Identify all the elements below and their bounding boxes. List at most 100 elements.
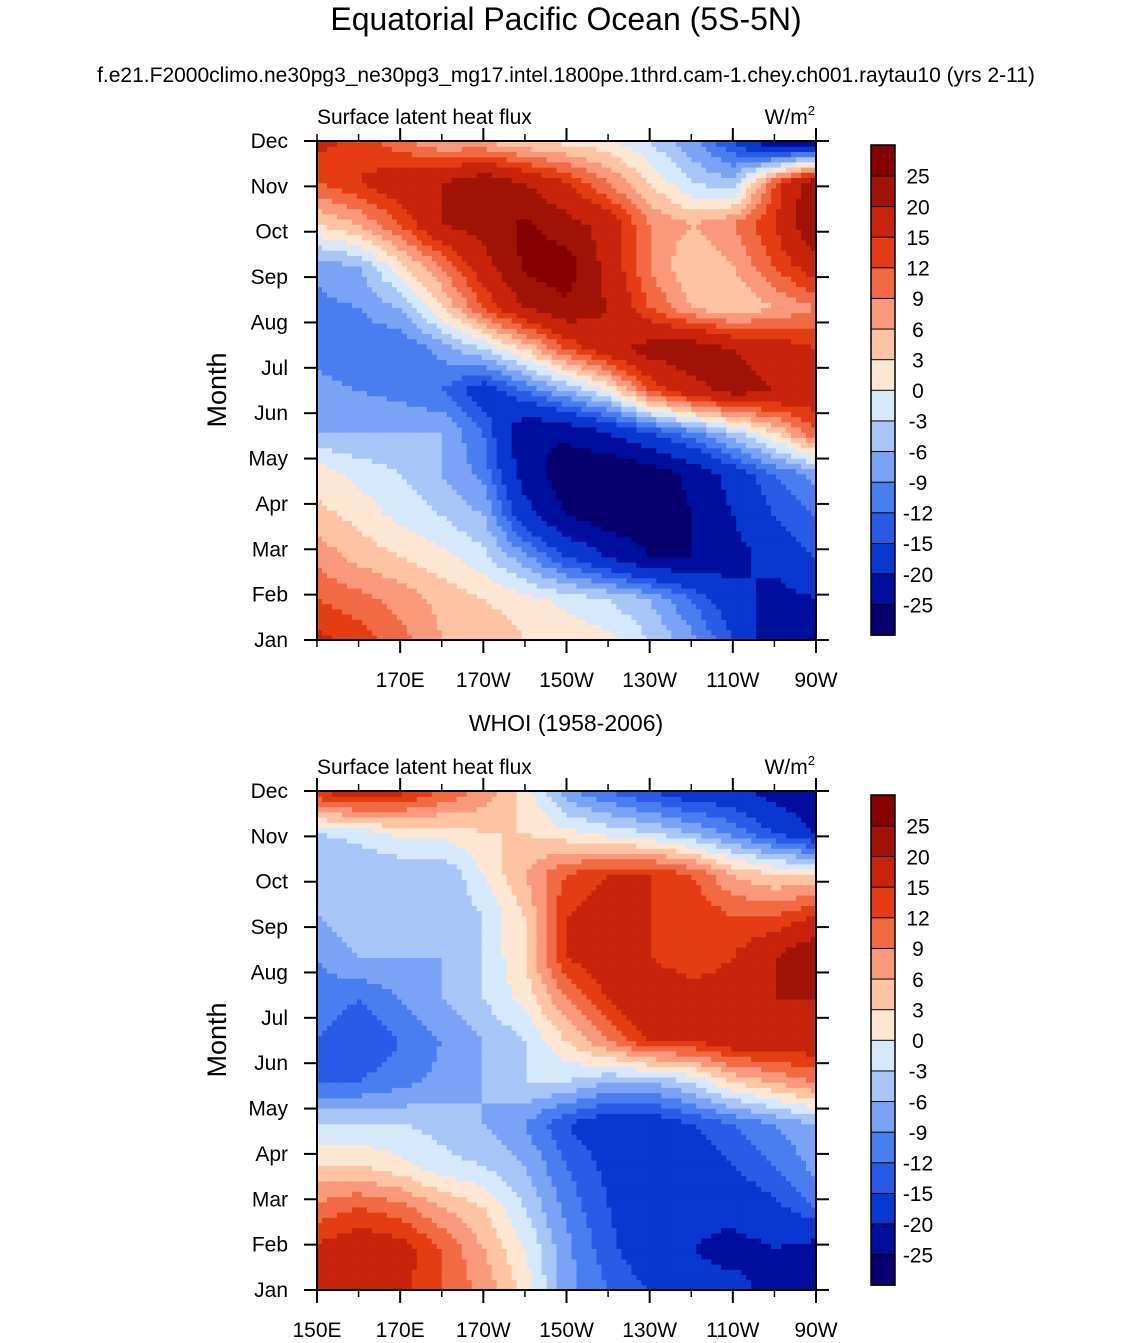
- heatmap-cell: [696, 593, 702, 599]
- heatmap-cell: [462, 396, 468, 402]
- heatmap-cell: [387, 422, 393, 428]
- heatmap-cell: [507, 453, 513, 459]
- heatmap-cell: [457, 624, 463, 630]
- heatmap-cell: [711, 442, 717, 448]
- heatmap-cell: [472, 572, 478, 578]
- heatmap-cell: [432, 515, 438, 521]
- heatmap-cell: [402, 416, 408, 422]
- heatmap-cell: [412, 619, 418, 625]
- heatmap-cell: [452, 619, 458, 625]
- heatmap-cell: [671, 494, 677, 500]
- heatmap-cell: [517, 432, 523, 438]
- heatmap-cell: [447, 448, 453, 454]
- heatmap-cell: [676, 588, 682, 594]
- heatmap-cell: [327, 541, 333, 547]
- heatmap-cell: [467, 411, 473, 417]
- heatmap-cell: [322, 442, 328, 448]
- heatmap-cell: [751, 396, 757, 402]
- heatmap-cell: [791, 604, 797, 610]
- heatmap-cell: [761, 468, 767, 474]
- heatmap-cell: [547, 489, 553, 495]
- heatmap-cell: [327, 458, 333, 464]
- heatmap-cell: [457, 427, 463, 433]
- heatmap-cell: [676, 572, 682, 578]
- heatmap-cell: [422, 578, 428, 584]
- heatmap-cell: [611, 380, 617, 386]
- heatmap-cell: [676, 624, 682, 630]
- heatmap-cell: [377, 557, 383, 563]
- heatmap-cell: [646, 396, 652, 402]
- heatmap-cell: [706, 578, 712, 584]
- heatmap-cell: [756, 541, 762, 547]
- heatmap-cell: [661, 453, 667, 459]
- heatmap-cell: [766, 453, 772, 459]
- heatmap-cell: [676, 536, 682, 542]
- heatmap-cell: [681, 406, 687, 412]
- heatmap-cell: [407, 500, 413, 506]
- heatmap-cell: [596, 515, 602, 521]
- heatmap-cell: [656, 416, 662, 422]
- heatmap-cell: [681, 453, 687, 459]
- heatmap-cell: [402, 442, 408, 448]
- heatmap-cell: [347, 427, 353, 433]
- heatmap-cell: [322, 619, 328, 625]
- heatmap-cell: [741, 479, 747, 485]
- heatmap-cell: [576, 552, 582, 558]
- heatmap-cell: [596, 572, 602, 578]
- heatmap-cell: [407, 406, 413, 412]
- heatmap-cell: [422, 391, 428, 397]
- heatmap-cell: [696, 604, 702, 610]
- heatmap-cell: [631, 494, 637, 500]
- heatmap-cell: [357, 614, 363, 620]
- heatmap-cell: [756, 432, 762, 438]
- heatmap-cell: [497, 567, 503, 573]
- heatmap-cell: [517, 505, 523, 511]
- heatmap-cell: [557, 619, 563, 625]
- heatmap-cell: [676, 474, 682, 480]
- heatmap-cell: [527, 380, 533, 386]
- heatmap-cell: [676, 396, 682, 402]
- heatmap-cell: [801, 406, 807, 412]
- heatmap-cell: [696, 463, 702, 469]
- heatmap-cell: [581, 515, 587, 521]
- heatmap-cell: [581, 624, 587, 630]
- heatmap-cell: [786, 630, 792, 636]
- heatmap-cell: [562, 526, 568, 532]
- heatmap-cell: [586, 552, 592, 558]
- heatmap-cell: [751, 401, 757, 407]
- heatmap-cell: [641, 604, 647, 610]
- heatmap-cell: [596, 562, 602, 568]
- heatmap-cell: [357, 578, 363, 584]
- heatmap-cell: [487, 416, 493, 422]
- heatmap-cell: [367, 609, 373, 615]
- heatmap-cell: [467, 442, 473, 448]
- heatmap-cell: [442, 391, 448, 397]
- heatmap-cell: [417, 484, 423, 490]
- heatmap-cell: [591, 391, 597, 397]
- heatmap-cell: [721, 401, 727, 407]
- heatmap-cell: [631, 396, 637, 402]
- heatmap-cell: [447, 500, 453, 506]
- heatmap-cell: [552, 458, 558, 464]
- heatmap-cell: [477, 536, 483, 542]
- heatmap-cell: [532, 458, 538, 464]
- heatmap-cell: [741, 385, 747, 391]
- heatmap-cell: [626, 448, 632, 454]
- heatmap-cell: [766, 489, 772, 495]
- heatmap-cell: [557, 494, 563, 500]
- heatmap-cell: [322, 531, 328, 537]
- heatmap-cell: [352, 557, 358, 563]
- heatmap-cell: [487, 453, 493, 459]
- heatmap-cell: [447, 442, 453, 448]
- heatmap-cell: [462, 593, 468, 599]
- heatmap-cell: [567, 619, 573, 625]
- heatmap-cell: [567, 411, 573, 417]
- heatmap-cell: [422, 531, 428, 537]
- heatmap-cell: [776, 474, 782, 480]
- heatmap-cell: [447, 468, 453, 474]
- heatmap-cell: [616, 515, 622, 521]
- heatmap-cell: [532, 572, 538, 578]
- heatmap-cell: [746, 546, 752, 552]
- heatmap-cell: [377, 396, 383, 402]
- heatmap-cell: [806, 541, 812, 547]
